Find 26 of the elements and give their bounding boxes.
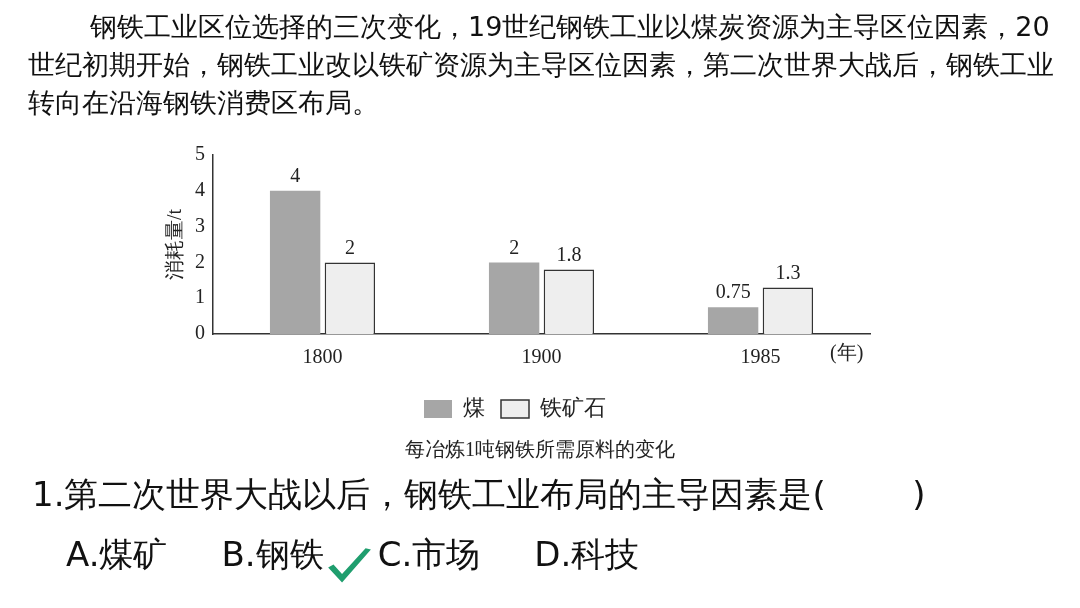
data-label: 1.8: [556, 242, 582, 265]
legend-label: 煤: [463, 394, 485, 420]
y-tick-label: 5: [195, 142, 205, 165]
data-label: 1.3: [775, 260, 801, 283]
data-label: 4: [290, 164, 301, 187]
data-label: 2: [509, 235, 520, 258]
y-tick-label: 3: [195, 213, 205, 236]
x-tick-label: 1985: [740, 345, 781, 368]
y-tick-label: 2: [195, 249, 205, 272]
y-axis-title: 消耗量/t: [163, 208, 186, 281]
y-tick-label: 4: [195, 178, 205, 201]
y-tick-label: 0: [195, 321, 205, 344]
text: 1.第二次世界大战以后，钢铁工业布局的主导因素是( ): [32, 473, 926, 516]
bar: [707, 307, 759, 334]
bar: [488, 262, 540, 334]
x-axis-title: (年): [830, 341, 864, 365]
x-tick-label: 1800: [302, 345, 343, 368]
data-label: 0.75: [715, 280, 751, 303]
data-label: 2: [344, 235, 355, 258]
text: A.煤矿 B.钢铁 C.市场 D.科技: [66, 533, 640, 576]
x-tick-label: 1900: [521, 345, 562, 368]
text: 钢铁工业区位选择的三次变化，19世纪钢铁工业以煤炭资源为主导区位因素，20世纪初期开始，钢铁工业改以铁矿资源为主导区位因素，第二次世界大战后，钢铁工业转向在沿海钢铁消费区布局。: [28, 10, 1055, 120]
bar: [269, 190, 321, 334]
y-tick-label: 1: [195, 285, 205, 308]
text: 每冶炼1吨钢铁所需原料的变化: [404, 437, 676, 462]
legend-label: 铁矿石: [539, 394, 606, 420]
